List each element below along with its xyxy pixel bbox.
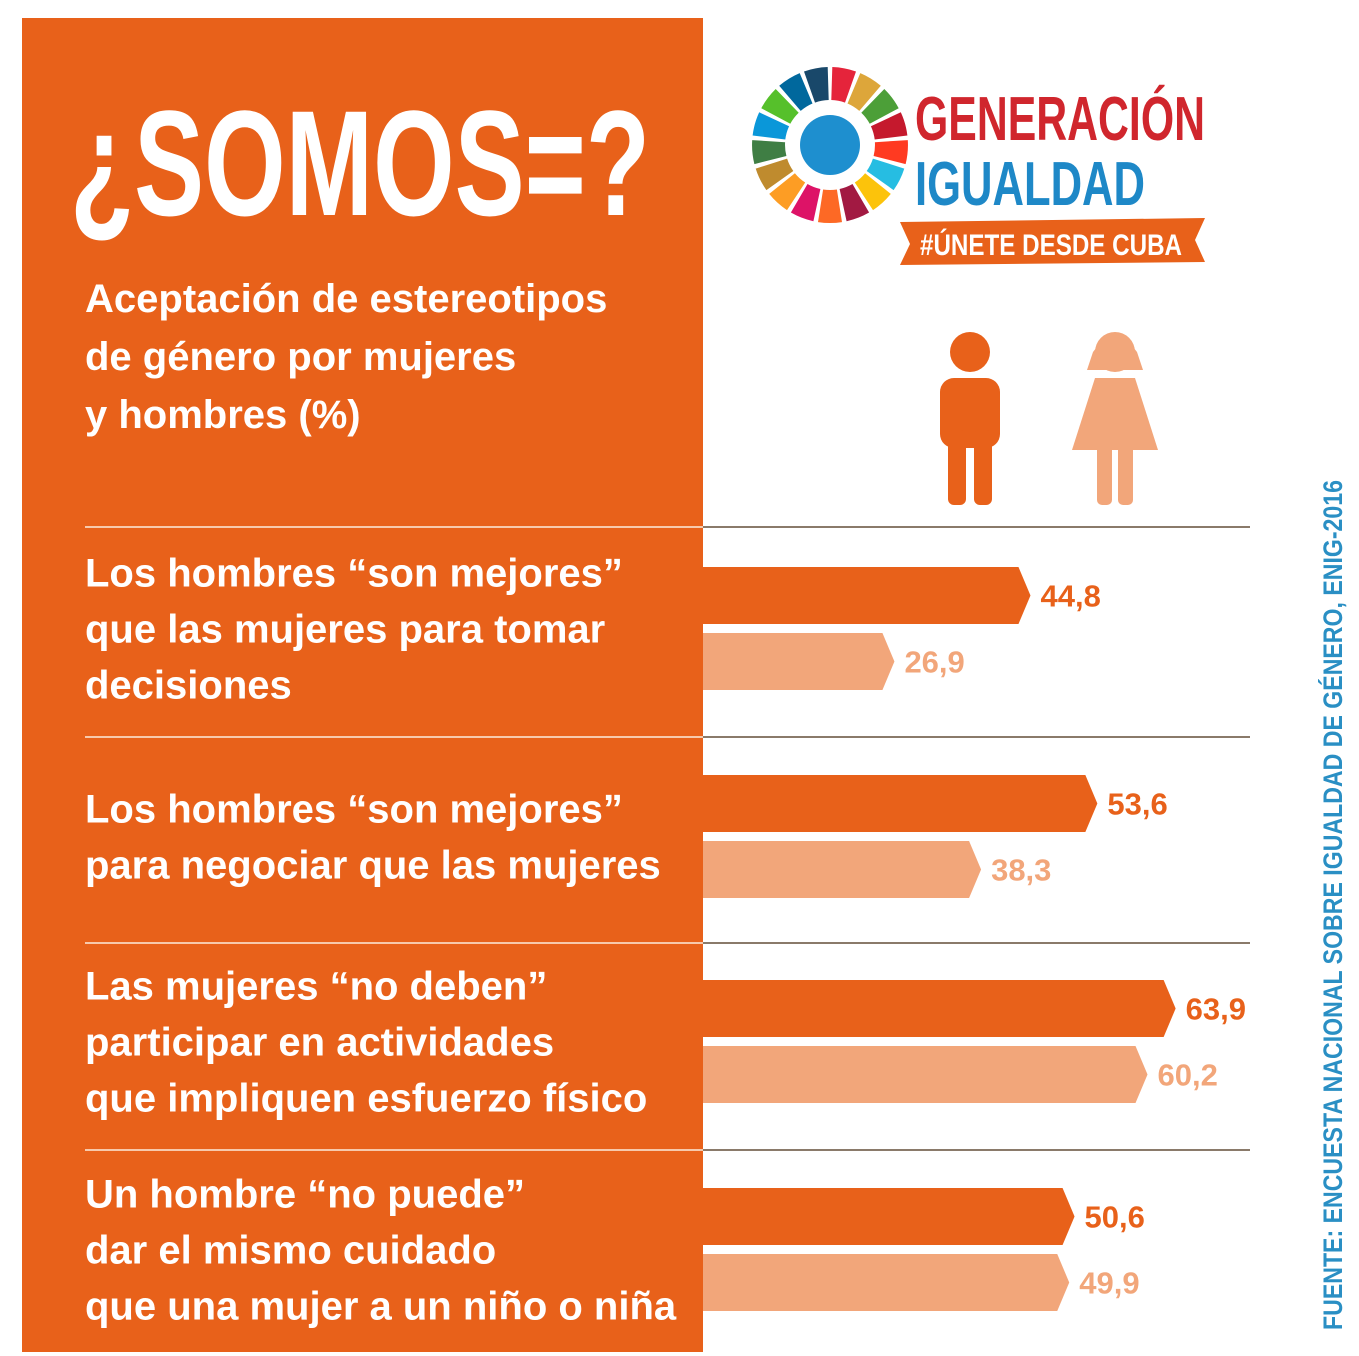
value-label: 60,2	[1158, 1058, 1218, 1093]
category-label: que las mujeres para tomar	[85, 608, 605, 652]
logo-segment	[790, 184, 821, 222]
bar	[678, 980, 1176, 1037]
category-label: que una mujer a un niño o niña	[85, 1285, 677, 1329]
category-label: Las mujeres “no deben”	[85, 965, 547, 1009]
logo-segment	[839, 184, 870, 222]
logo-segment	[804, 67, 829, 103]
logo-segment	[854, 173, 891, 211]
value-label: 38,3	[991, 853, 1051, 888]
category-label: Un hombre “no puede”	[85, 1173, 525, 1217]
category-label: dar el mismo cuidado	[85, 1229, 496, 1273]
logo-segment	[861, 89, 899, 124]
logo: GENERACIÓN IGUALDAD #ÚNETE DESDE CUBA	[752, 67, 1205, 265]
category-label: decisiones	[85, 664, 292, 708]
logo-segment	[752, 112, 790, 140]
logo-segment	[769, 173, 806, 211]
logo-segment	[847, 73, 881, 111]
panel	[22, 18, 703, 1352]
value-label: 26,9	[904, 645, 964, 680]
category-label: para negociar que las mujeres	[85, 844, 661, 888]
logo-tag: #ÚNETE DESDE CUBA	[920, 228, 1182, 262]
logo-segment	[873, 140, 908, 165]
subtitle: Aceptación de estereotipos	[85, 277, 607, 321]
woman-icon	[1072, 332, 1158, 505]
logo-banner	[900, 218, 1205, 265]
bar	[678, 633, 895, 690]
logo-line1: GENERACIÓN	[915, 85, 1205, 154]
logo-segment	[779, 73, 813, 111]
category-label: participar en actividades	[85, 1021, 554, 1065]
logo-segment	[870, 112, 908, 140]
value-label: 44,8	[1040, 579, 1100, 614]
value-label: 53,6	[1107, 787, 1167, 822]
bar	[678, 1254, 1070, 1311]
value-label: 50,6	[1085, 1200, 1145, 1235]
logo-center	[800, 115, 860, 175]
logo-line2: IGUALDAD	[915, 150, 1145, 219]
chart-title: ¿SOMOS=?	[70, 79, 650, 247]
value-label: 49,9	[1079, 1266, 1139, 1301]
category-label: Los hombres “son mejores”	[85, 552, 623, 596]
source: FUENTE: ENCUESTA NACIONAL SOBRE IGUALDAD…	[1317, 480, 1348, 1330]
bar	[678, 1046, 1148, 1103]
bar	[678, 775, 1098, 832]
value-label: 63,9	[1186, 992, 1246, 1027]
logo-segment	[866, 158, 905, 191]
subtitle: de género por mujeres	[85, 335, 516, 379]
subtitle: y hombres (%)	[85, 393, 361, 437]
category-label: Los hombres “son mejores”	[85, 788, 623, 832]
logo-segment	[752, 140, 787, 165]
logo-segment	[831, 67, 856, 103]
man-icon	[940, 332, 1000, 505]
logo-segment	[818, 189, 842, 224]
category-label: que impliquen esfuerzo físico	[85, 1077, 647, 1121]
bar	[678, 841, 982, 898]
bar	[678, 567, 1031, 624]
logo-segment	[755, 158, 794, 191]
bar	[678, 1188, 1075, 1245]
logo-segment	[761, 89, 799, 124]
